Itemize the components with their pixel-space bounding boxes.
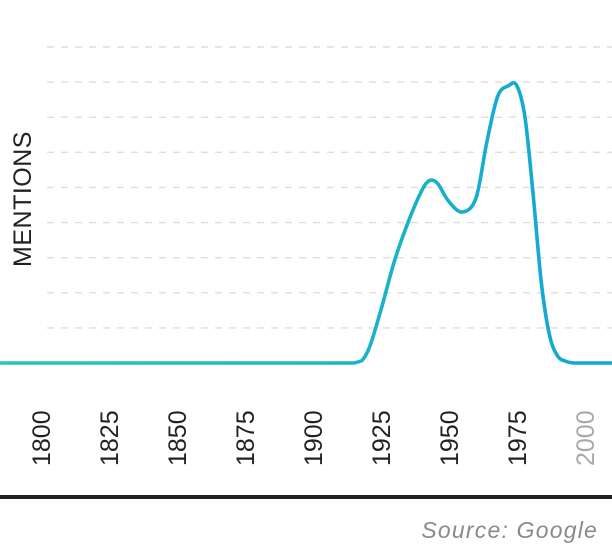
y-axis-label: MENTIONS <box>9 131 37 267</box>
x-tick-label: 1975 <box>504 410 532 466</box>
source-label: Source: Google <box>421 517 598 543</box>
x-tick-label: 1900 <box>300 410 328 466</box>
x-tick-label: 1950 <box>436 410 464 466</box>
x-tick-label: 2000 <box>572 410 600 466</box>
x-tick-label: 1850 <box>164 410 192 466</box>
x-tick-label: 1875 <box>232 410 260 466</box>
x-axis-ticks: 1800 1825 1850 1875 1900 1925 1950 1975 2000 <box>28 410 600 466</box>
gridlines <box>47 46 612 329</box>
x-tick-label: 1800 <box>28 410 56 466</box>
x-tick-label: 1925 <box>368 410 396 466</box>
series-layer <box>0 81 612 365</box>
series-line <box>0 81 612 365</box>
x-tick-label: 1825 <box>96 410 124 466</box>
